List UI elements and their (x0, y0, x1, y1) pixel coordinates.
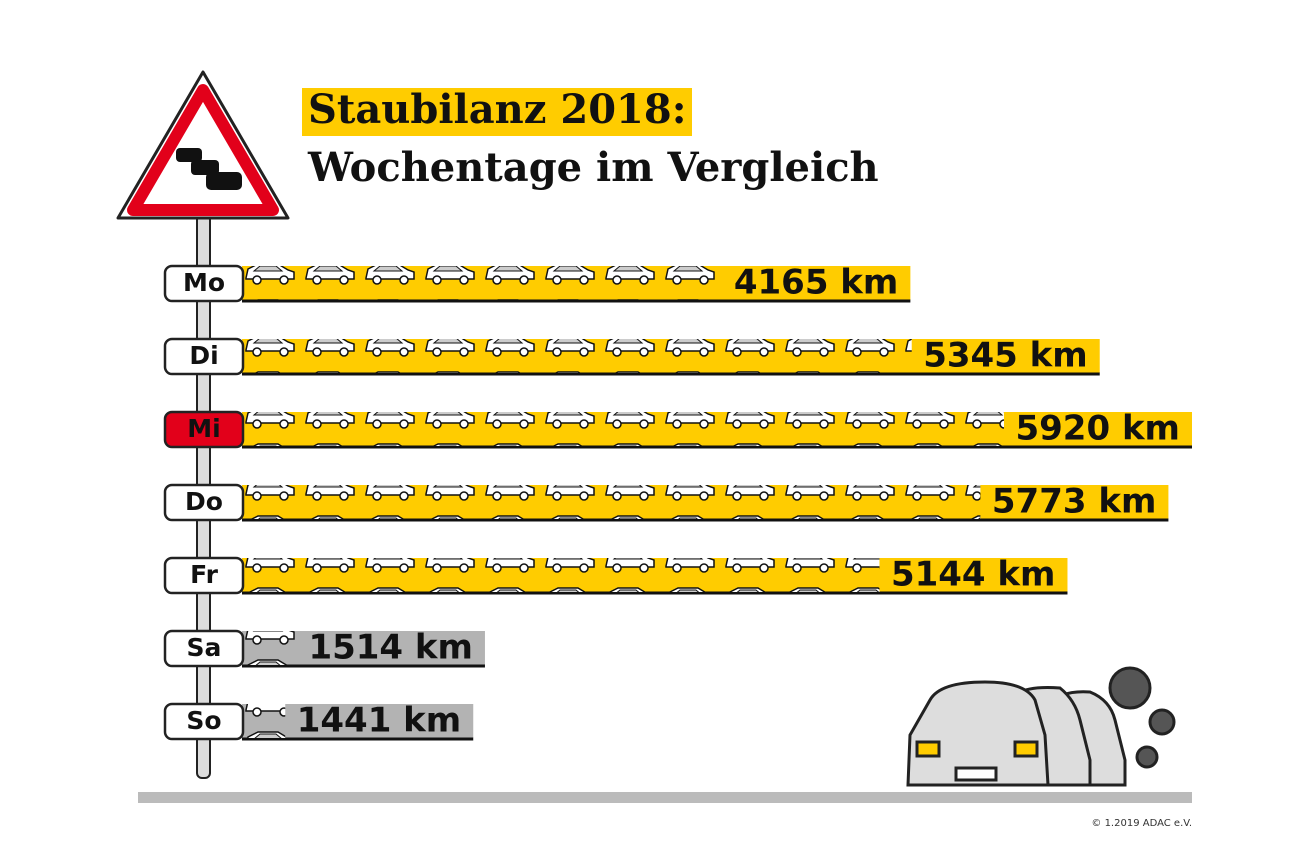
value-label: 4165 km (734, 263, 899, 303)
copyright: © 1.2019 ADAC e.V. (1091, 818, 1192, 829)
ground (138, 792, 1192, 803)
vehicles (244, 412, 1004, 446)
category-label: Mi (187, 414, 220, 443)
day-sign (163, 337, 245, 376)
vehicles (244, 631, 297, 665)
vehicles (244, 266, 723, 300)
warning-sign (116, 70, 290, 220)
day-sign (163, 702, 245, 741)
value-label: 1441 km (297, 701, 462, 741)
category-label: Mo (183, 268, 225, 297)
category-label: Sa (187, 633, 222, 662)
traffic-illustration (906, 666, 1176, 787)
vehicles (244, 339, 912, 373)
chart-title: Staubilanz 2018: (308, 86, 686, 133)
warning-sign-border (127, 84, 279, 216)
sign-cars (176, 148, 242, 190)
value-label: 5920 km (1015, 409, 1180, 449)
title-highlight (302, 88, 692, 136)
category-label: Di (189, 341, 218, 370)
vehicles (244, 704, 286, 738)
day-sign (163, 410, 245, 449)
value-label: 5345 km (923, 336, 1088, 376)
category-label: Do (185, 487, 223, 516)
value-label: 5773 km (992, 482, 1157, 522)
day-sign (163, 264, 245, 303)
value-label: 5144 km (891, 555, 1056, 595)
value-label: 1514 km (308, 628, 473, 668)
vehicles (244, 558, 880, 592)
day-sign (163, 556, 245, 595)
chart-subtitle: Wochentage im Vergleich (307, 144, 879, 191)
day-sign (163, 629, 245, 668)
category-label: Fr (190, 560, 218, 589)
day-sign (163, 483, 245, 522)
category-label: So (186, 706, 221, 735)
vehicles (244, 485, 981, 519)
